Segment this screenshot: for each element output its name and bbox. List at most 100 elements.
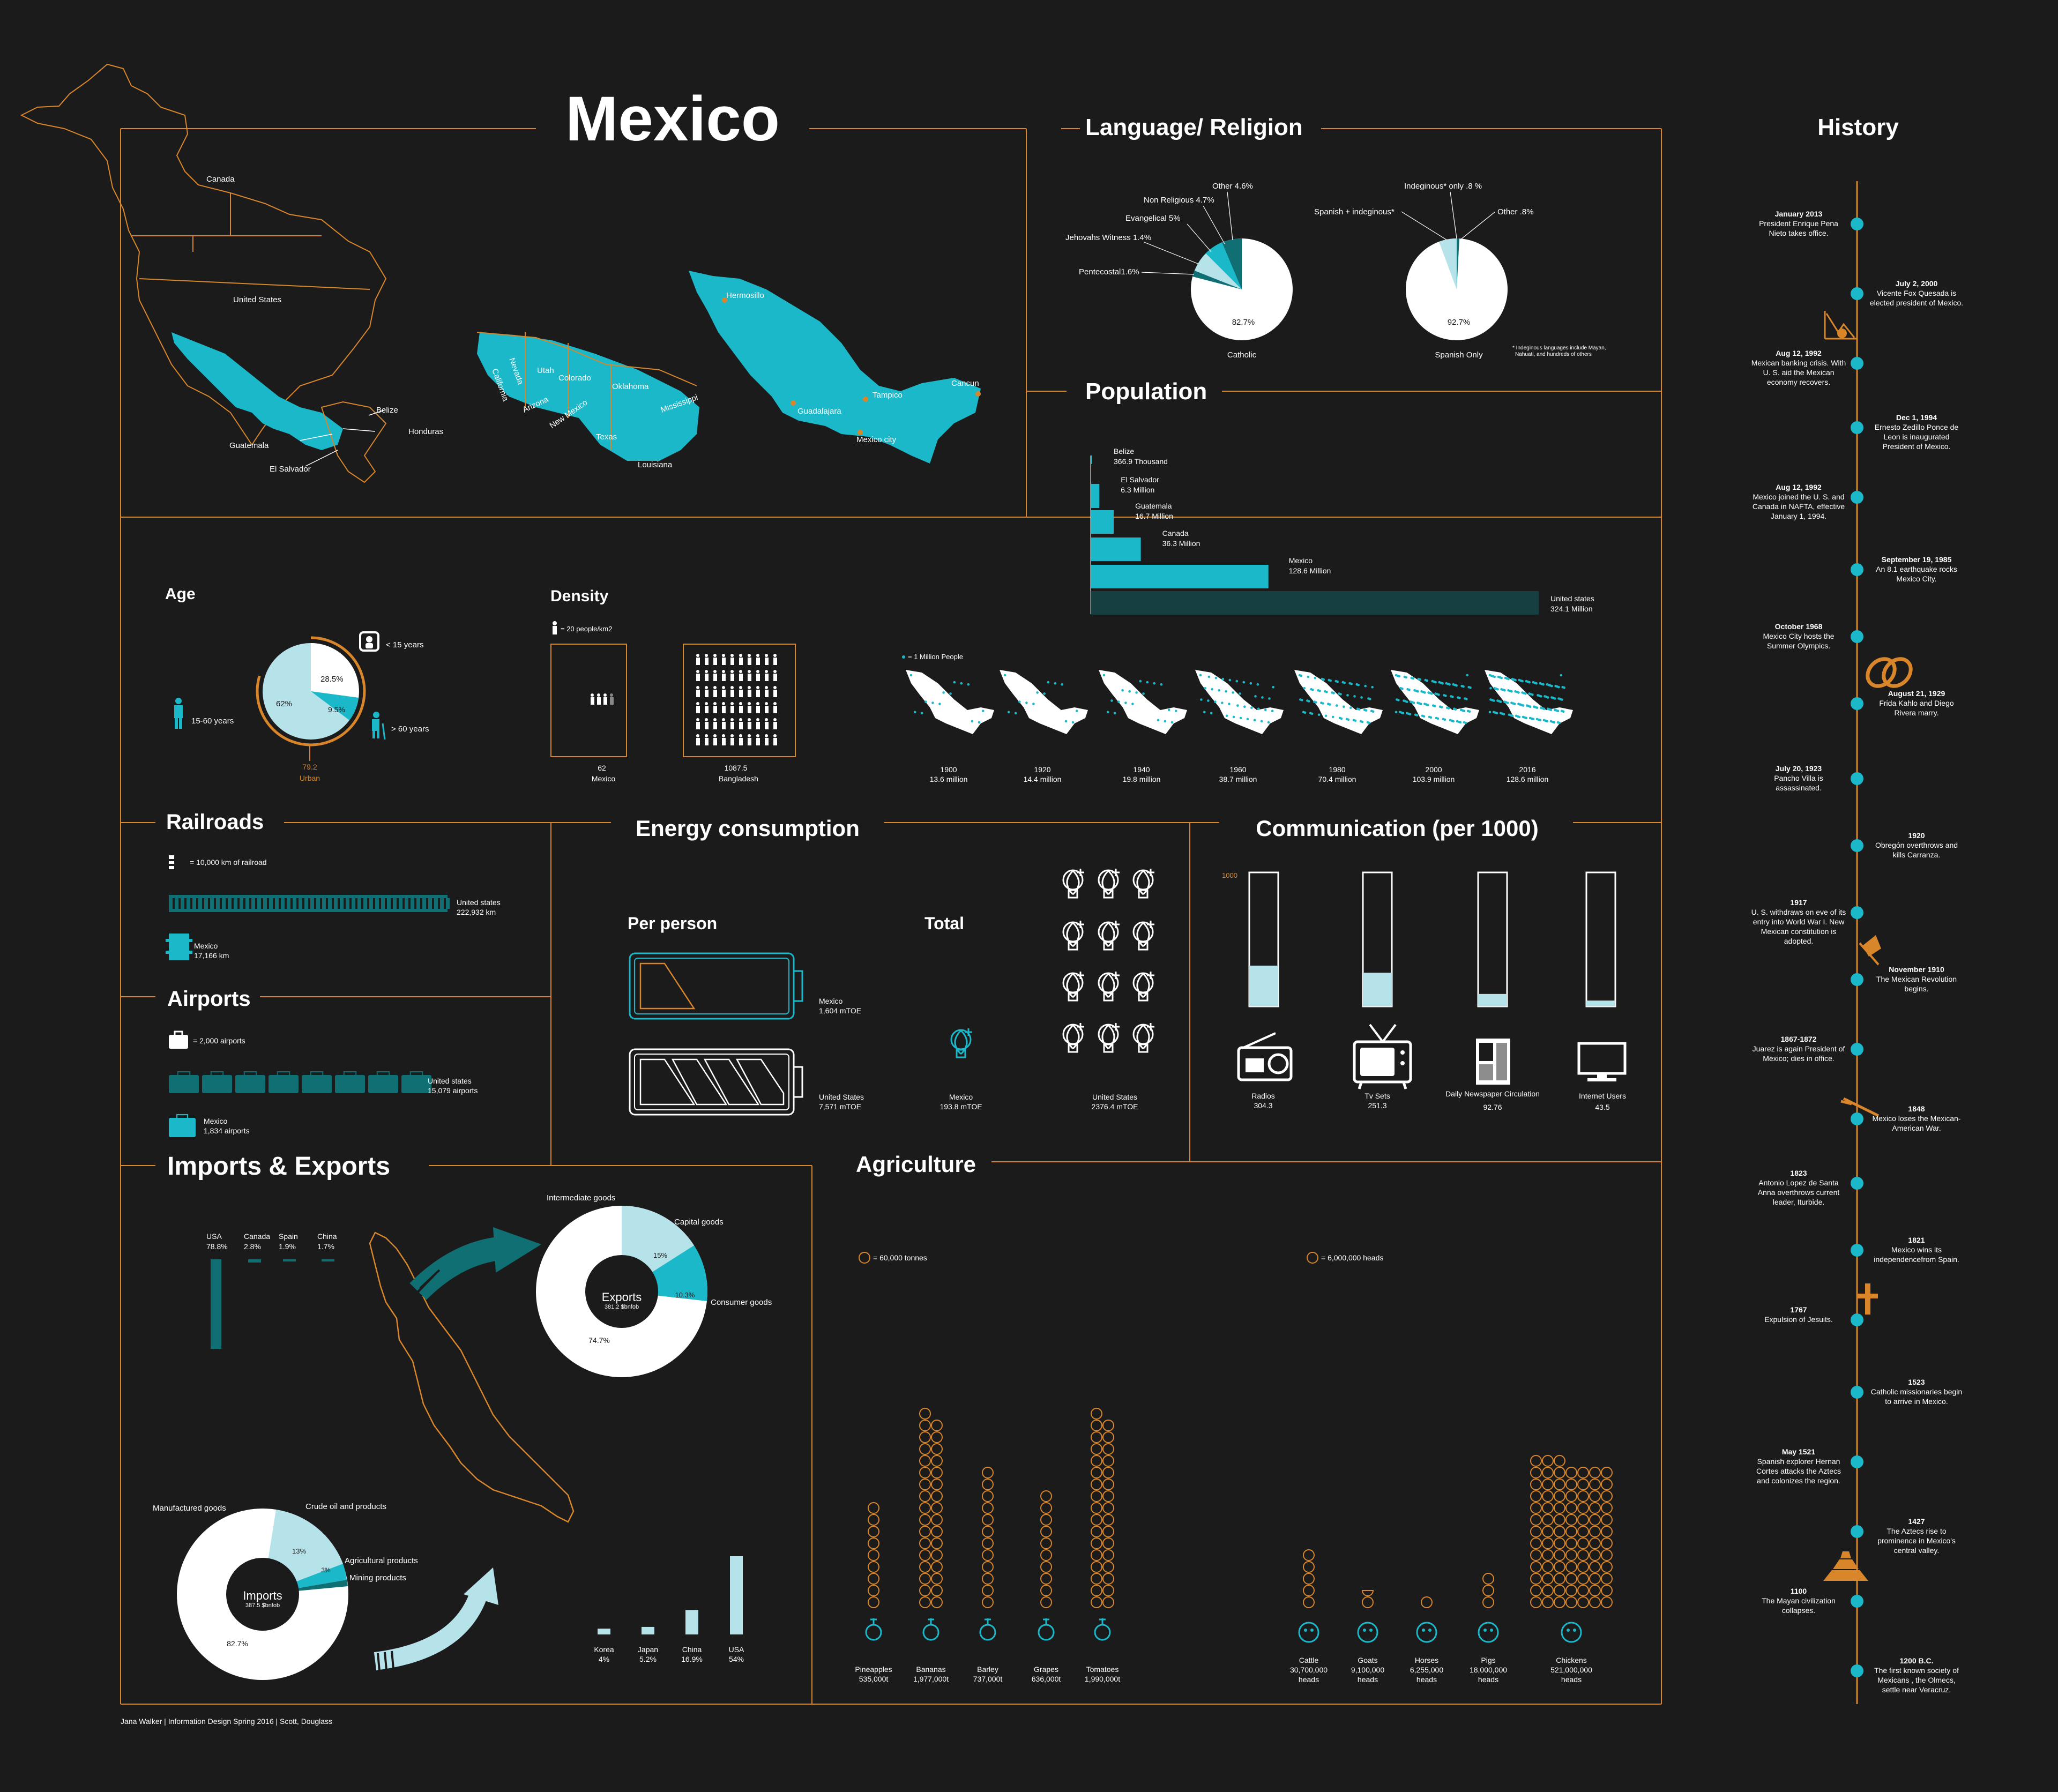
quantity-circle	[868, 1526, 879, 1537]
crop-value: 535,000t	[859, 1675, 889, 1683]
population-dot	[1075, 710, 1078, 712]
density-person	[705, 702, 709, 713]
rail-legend-icon	[167, 855, 176, 869]
import-source-name: Japan	[638, 1645, 658, 1654]
population-dot	[1357, 683, 1360, 686]
density-person	[773, 734, 777, 745]
population-dot	[1339, 693, 1342, 696]
quantity-circle	[1554, 1585, 1565, 1596]
quantity-circle	[1577, 1585, 1589, 1596]
density-person	[756, 718, 760, 729]
density-person	[722, 734, 726, 745]
pig-icon	[1478, 1622, 1499, 1643]
quantity-circle	[982, 1490, 994, 1502]
population-dot	[1443, 718, 1446, 721]
timeline-event-date: May 1521	[1781, 1447, 1816, 1456]
population-dot	[1412, 701, 1415, 704]
religion-slice-jehovah	[1195, 253, 1242, 289]
tomato-icon	[1094, 1618, 1111, 1641]
timeline-event-text: The Mayan civilization collapses.	[1762, 1596, 1836, 1615]
language-main-label: Spanish Only	[1435, 350, 1483, 360]
quantity-circle	[1303, 1596, 1315, 1608]
population-history-map	[1294, 670, 1383, 734]
quantity-circle	[1542, 1479, 1554, 1490]
timeline-event-text: President Enrique Pena Nieto takes offic…	[1759, 219, 1838, 237]
density-person	[696, 718, 700, 729]
timeline-event-date: 1920	[1908, 831, 1925, 840]
timeline-event-text: Expulsion of Jesuits.	[1764, 1315, 1833, 1324]
rail-tie	[245, 898, 249, 909]
quantity-circle	[931, 1596, 943, 1608]
label-united-states: United States	[233, 295, 281, 304]
population-dot	[1550, 684, 1553, 688]
quantity-circle	[982, 1549, 994, 1561]
quantity-circle	[1040, 1514, 1052, 1526]
population-dot	[1256, 683, 1259, 686]
quantity-circle	[1601, 1537, 1613, 1549]
imports-donut: Imports 387.5 $bnfob Manufactured goods …	[153, 1502, 418, 1680]
pyramid-icon	[1823, 1551, 1868, 1581]
population-dot	[1164, 720, 1167, 723]
density-person	[730, 718, 734, 729]
communication-axis: 1000	[1222, 871, 1237, 879]
population-dot	[1343, 681, 1346, 684]
timeline-event-date: July 2, 2000	[1895, 279, 1938, 288]
population-dot	[1405, 700, 1408, 703]
lightbulb-icon	[1132, 972, 1154, 1002]
quantity-circle	[1530, 1561, 1542, 1573]
quantity-circle	[1040, 1537, 1052, 1549]
import-source-bar	[642, 1626, 654, 1634]
quantity-circle	[1554, 1455, 1565, 1467]
quantity-circle	[1565, 1490, 1577, 1502]
rail-tie	[387, 898, 391, 909]
quantity-circle	[1554, 1467, 1565, 1479]
rail-tie	[346, 898, 349, 909]
population-dot	[1170, 721, 1174, 724]
luggage-icon	[169, 1071, 199, 1093]
agriculture-title: Agriculture	[856, 1152, 976, 1177]
rail-tie	[234, 898, 237, 909]
timeline-event: July 2, 2000 Vicente Fox Quesada is elect…	[1868, 279, 1965, 308]
density-box-bangladesh	[683, 644, 796, 757]
person-legend-icon	[553, 621, 557, 634]
population-dot	[1466, 674, 1469, 677]
rail-us-value: 222,932 km	[457, 908, 496, 916]
rail-tie	[322, 898, 326, 909]
label-canada: Canada	[206, 175, 235, 184]
quantity-circle	[919, 1420, 931, 1431]
timeline-event: 1767 Expulsion of Jesuits.	[1750, 1305, 1847, 1324]
quantity-circle	[919, 1549, 931, 1561]
quantity-circle	[1589, 1561, 1601, 1573]
population-dot	[1459, 721, 1462, 724]
railroads-title: Railroads	[166, 810, 264, 834]
population-dot	[1343, 705, 1345, 708]
timeline-dots	[1851, 218, 1863, 1677]
airports-chart: = 2,000 airports United states 15,079 ai…	[169, 1031, 478, 1137]
comm-bar-fill	[1586, 1000, 1615, 1006]
crop-name: Barley	[977, 1665, 998, 1674]
quantity-circle	[1601, 1549, 1613, 1561]
lightbulb-icon	[1098, 1023, 1120, 1053]
density-person	[713, 702, 717, 713]
rail-tie	[334, 898, 338, 909]
density-person	[705, 734, 709, 745]
density-person	[748, 686, 751, 697]
density-person	[705, 718, 709, 729]
population-history-value: 38.7 million	[1219, 775, 1257, 783]
quantity-circle	[1482, 1596, 1494, 1608]
population-dot	[1401, 712, 1405, 715]
label-guadalajara: Guadalajara	[797, 407, 841, 416]
timeline-event: 1823 Antonio Lopez de Santa Anna overthro…	[1750, 1168, 1847, 1207]
energy-title: Energy consumption	[636, 816, 860, 841]
population-dot	[1236, 704, 1239, 707]
population-history-year: 1940	[1133, 765, 1150, 774]
animal-name: Goats	[1358, 1656, 1377, 1664]
luggage-icon	[269, 1071, 299, 1093]
language-religion-title: Language/ Religion	[1085, 114, 1303, 140]
population-dot	[1488, 711, 1492, 714]
density-person	[773, 686, 777, 697]
airports-mx-value: 1,834 airports	[204, 1126, 250, 1135]
population-dot	[1324, 714, 1328, 718]
crop-legend: = 60,000 tonnes	[873, 1253, 927, 1262]
population-dot	[1160, 683, 1163, 686]
